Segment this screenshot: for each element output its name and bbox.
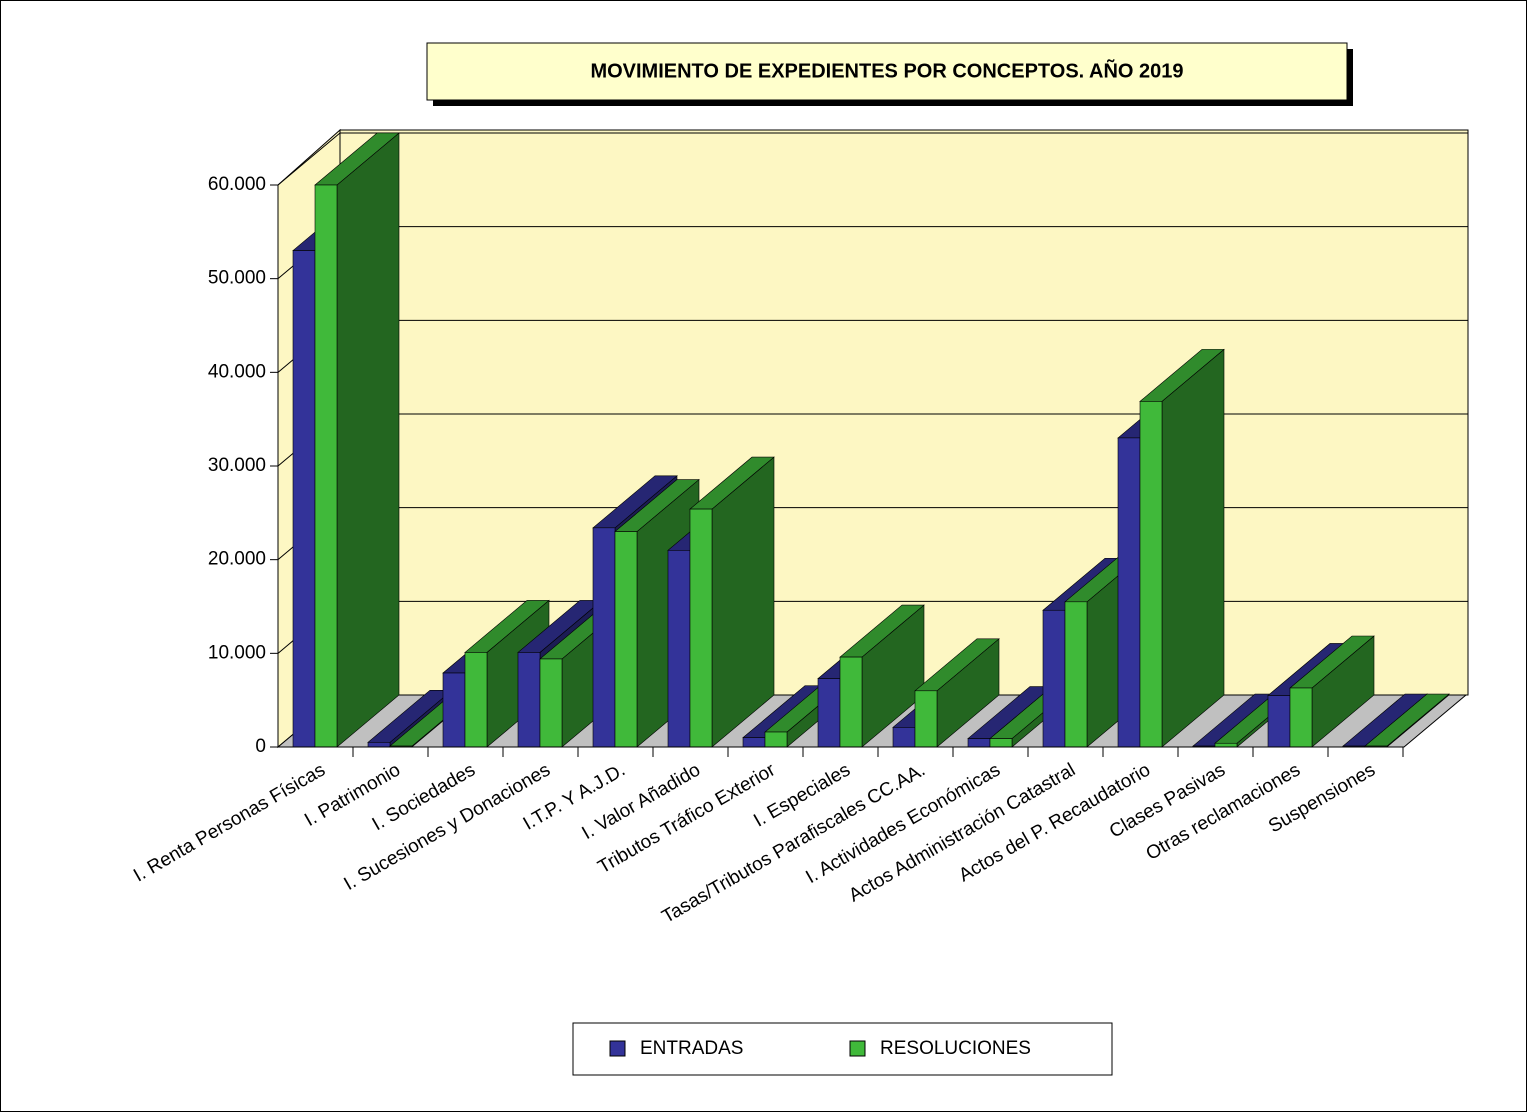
bar-side: [1161, 348, 1225, 748]
y-tick-label: 10.000: [208, 642, 266, 663]
y-tick-label: 50.000: [208, 268, 266, 289]
chart-title: MOVIMIENTO DE EXPEDIENTES POR CONCEPTOS.…: [590, 59, 1183, 82]
bar-front: [442, 672, 466, 748]
bar-front: [1042, 609, 1066, 748]
grid-line: [277, 132, 341, 186]
bar-front: [539, 658, 563, 748]
bar-front: [464, 652, 488, 748]
legend-swatch: [609, 1040, 626, 1057]
bar-front: [689, 508, 713, 748]
bar: [689, 456, 775, 748]
bar: [914, 638, 1000, 748]
legend-label: RESOLUCIONES: [880, 1038, 1031, 1059]
bar-front: [614, 531, 638, 748]
bar-front: [367, 742, 391, 748]
y-tick-label: 40.000: [208, 361, 266, 382]
bar-side: [336, 132, 400, 748]
bar-front: [314, 184, 338, 748]
bar-front: [967, 738, 991, 748]
bar-front: [1064, 601, 1088, 748]
y-tick-label: 60.000: [208, 174, 266, 195]
legend-label: ENTRADAS: [640, 1038, 743, 1059]
bar-front: [839, 656, 863, 748]
bar: [1289, 635, 1375, 748]
y-tick-label: 20.000: [208, 549, 266, 570]
bar-front: [914, 690, 938, 748]
y-tick-label: 0: [255, 736, 266, 757]
bar-front: [764, 731, 788, 748]
bar-front: [742, 737, 766, 748]
bar-front: [1214, 742, 1238, 748]
bar-front: [817, 678, 841, 748]
bar-front: [1117, 437, 1141, 748]
bar-front: [989, 738, 1013, 748]
title-box: [426, 42, 1348, 101]
bar-front: [667, 549, 691, 748]
y-tick-label: 30.000: [208, 455, 266, 476]
bar-front: [1139, 401, 1163, 748]
bar-front: [517, 652, 541, 748]
legend: [572, 1022, 1113, 1076]
bar: [314, 132, 400, 748]
bar-front: [592, 527, 616, 748]
bar-front: [1267, 695, 1291, 748]
legend-swatch: [849, 1040, 866, 1057]
bar-front: [892, 727, 916, 748]
bar: [839, 604, 925, 748]
bar-front: [1289, 687, 1313, 748]
bar: [1139, 348, 1225, 748]
bar-front: [292, 250, 316, 748]
